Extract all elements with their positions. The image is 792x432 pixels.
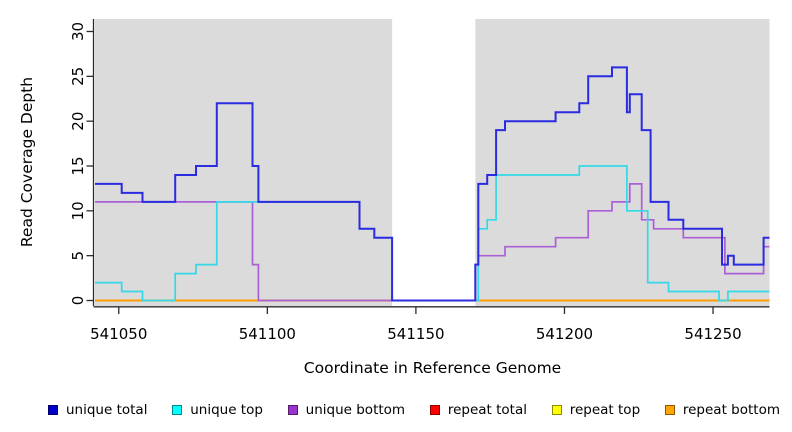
legend-swatch-repeat-bottom: [664, 405, 675, 415]
legend-label-repeat-total: repeat total: [447, 402, 527, 418]
masked-region: [392, 19, 476, 306]
coverage-chart: 0 5 10 15 20 25 30 541050 541100 541150 541200 5412…: [69, 19, 770, 343]
legend-label-repeat-top: repeat top: [569, 402, 641, 418]
y-tick-label: 0: [69, 296, 87, 306]
legend-label-repeat-bottom: repeat bottom: [682, 402, 780, 418]
x-tick-label: 541150: [387, 325, 444, 343]
legend-item-repeat-total: repeat total: [429, 402, 527, 418]
legend-label-unique-total: unique total: [66, 402, 148, 418]
x-tick-label: 541100: [239, 325, 296, 343]
y-tick-label: 20: [69, 112, 87, 131]
legend-item-repeat-bottom: repeat bottom: [664, 402, 780, 418]
legend-item-unique-top: unique top: [172, 402, 263, 418]
y-tick-label: 25: [69, 67, 87, 86]
legend-label-unique-top: unique top: [190, 402, 263, 418]
x-tick-label: 541050: [90, 325, 147, 343]
series-unique-total: [95, 66, 770, 302]
legend-swatch-repeat-total: [429, 405, 440, 415]
y-tick-label: 5: [69, 251, 87, 261]
y-tick-label: 30: [69, 22, 87, 41]
legend-swatch-unique-bottom: [287, 405, 298, 415]
y-axis-title: Read Coverage Depth: [18, 76, 36, 248]
legend-item-unique-total: unique total: [48, 402, 147, 418]
x-axis-title: Coordinate in Reference Genome: [303, 359, 562, 377]
legend-swatch-unique-total: [48, 405, 58, 415]
legend-item-unique-bottom: unique bottom: [287, 402, 406, 418]
legend-label-unique-bottom: unique bottom: [305, 402, 406, 418]
legend-swatch-unique-top: [172, 405, 183, 415]
y-tick-label: 15: [69, 156, 87, 175]
y-tick-label: 10: [69, 201, 87, 220]
legend: unique total unique top unique bottom repea…: [0, 398, 792, 422]
legend-item-repeat-top: repeat top: [551, 402, 641, 418]
x-tick-label: 541200: [536, 325, 593, 343]
legend-swatch-repeat-top: [551, 405, 562, 415]
x-tick-label: 541250: [684, 325, 741, 343]
